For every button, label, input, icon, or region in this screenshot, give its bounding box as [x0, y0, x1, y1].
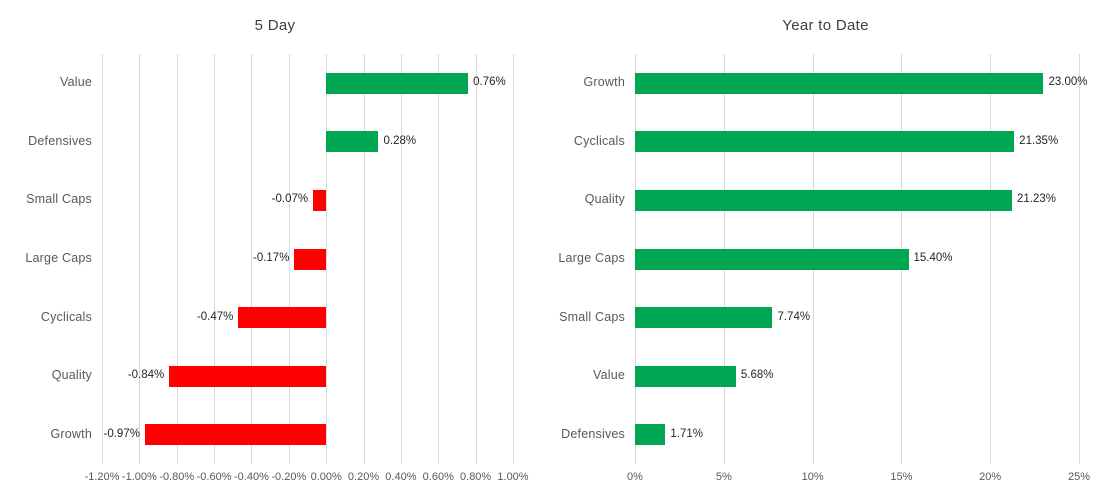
gridline: [475, 54, 477, 464]
data-label-defensives: 1.71%: [670, 427, 703, 440]
bar-quality: [635, 189, 1013, 211]
x-axis-tick-label: -0.20%: [271, 471, 307, 483]
data-label-value: 0.76%: [473, 76, 506, 89]
category-label-small-caps: Small Caps: [26, 192, 92, 207]
x-axis-tick-label: 10%: [801, 471, 824, 483]
bar-defensives: [635, 424, 666, 446]
x-axis-tick-label: -0.60%: [196, 471, 232, 483]
x-axis-tick-label: 25%: [1067, 471, 1091, 483]
x-axis-tick-label: 1.00%: [497, 471, 529, 483]
x-axis-tick-label: -1.00%: [121, 471, 157, 483]
gridline: [513, 54, 514, 464]
chart-5-day: 5 Day -1.20% -1.00% -0.80% -0.60% -0.40% -0.2…: [0, 0, 550, 497]
bar-cyclicals: [635, 131, 1015, 153]
bar-growth: [635, 72, 1044, 94]
chart-title-5-day: 5 Day: [254, 17, 296, 34]
data-label-quality: -0.84%: [127, 369, 165, 382]
gridline: [400, 54, 402, 464]
bar-value: [326, 72, 469, 94]
data-label-value: 5.68%: [740, 369, 774, 382]
category-label-defensives: Defensives: [28, 133, 92, 148]
gridline: [326, 54, 328, 464]
chart-title-year-to-date: Year to Date: [782, 17, 869, 34]
gridline: [251, 54, 253, 464]
bar-small-caps: [313, 189, 327, 211]
bar-cyclicals: [238, 307, 327, 329]
bar-large-caps: [294, 248, 327, 270]
data-label-growth: -0.97%: [103, 427, 140, 440]
data-label-small-caps: -0.07%: [271, 193, 309, 206]
x-axis-tick-label: 5%: [715, 471, 732, 483]
x-axis-tick-label: 0.80%: [460, 471, 492, 483]
gridline: [288, 54, 290, 464]
x-axis-tick-label: 0.40%: [385, 471, 417, 483]
data-label-cyclicals: 21.35%: [1019, 134, 1059, 147]
x-axis-tick-label: 0%: [627, 471, 643, 483]
x-axis-tick-label: 0.60%: [422, 471, 454, 483]
gridline: [176, 54, 178, 464]
gridline: [102, 54, 103, 464]
gridline: [214, 54, 216, 464]
gridline: [139, 54, 141, 464]
x-axis-tick-label: 0.20%: [347, 471, 380, 483]
x-axis-tick-label: 15%: [890, 471, 913, 483]
category-label-cyclicals: Cyclicals: [573, 133, 625, 148]
category-label-growth: Growth: [583, 75, 625, 90]
category-label-quality: Quality: [584, 192, 625, 207]
data-label-small-caps: 7.74%: [777, 310, 811, 323]
bar-growth: [144, 424, 327, 446]
gridline: [1079, 54, 1080, 464]
data-label-defensives: 0.28%: [383, 134, 417, 147]
gridline: [990, 54, 992, 464]
bar-value: [635, 365, 736, 387]
bar-small-caps: [635, 307, 773, 329]
x-axis-tick-label: -0.80%: [159, 471, 195, 483]
category-label-large-caps: Large Caps: [558, 251, 625, 265]
x-axis-tick-label: -0.40%: [234, 471, 269, 483]
x-axis-tick-label: -1.20%: [84, 471, 120, 483]
bar-large-caps: [635, 248, 909, 270]
bar-quality: [169, 365, 327, 387]
x-axis-tick-label: 0.00%: [310, 471, 342, 483]
chart-year-to-date: Year to Date 0% 5% 10% 15% 20% 25% Growth 23.00…: [550, 0, 1101, 497]
gridline: [363, 54, 365, 464]
category-label-cyclicals: Cyclicals: [40, 309, 92, 324]
category-label-defensives: Defensives: [561, 426, 625, 441]
data-label-large-caps: 15.40%: [913, 252, 953, 264]
x-axis-tick-label: 20%: [979, 471, 1002, 483]
bar-defensives: [326, 131, 379, 153]
category-label-value: Value: [59, 75, 92, 90]
data-label-large-caps: -0.17%: [252, 252, 290, 264]
data-label-growth: 23.00%: [1048, 76, 1088, 89]
category-label-growth: Growth: [50, 426, 92, 441]
category-label-quality: Quality: [51, 368, 92, 383]
category-label-value: Value: [592, 368, 625, 383]
category-label-small-caps: Small Caps: [559, 309, 625, 324]
category-label-large-caps: Large Caps: [25, 251, 92, 265]
data-label-quality: 21.23%: [1017, 193, 1057, 206]
gridline: [438, 54, 440, 464]
data-label-cyclicals: -0.47%: [196, 310, 234, 323]
